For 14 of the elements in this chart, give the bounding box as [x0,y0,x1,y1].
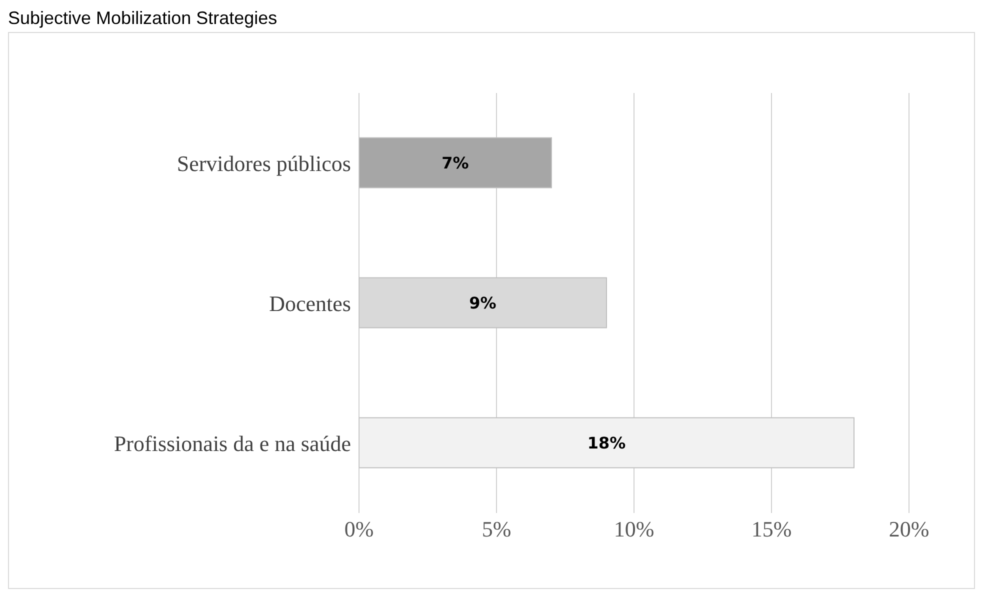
y-tick-label: Servidores públicos [176,150,351,176]
x-tick-label: 20% [888,516,930,542]
y-tick-label: Docentes [269,290,351,316]
x-tick-label: 10% [614,516,654,542]
x-tick-label: 0% [344,516,374,542]
data-label: 18% [587,433,626,452]
data-label: 7% [442,153,469,172]
bar [359,137,552,188]
x-tick-label: 15% [751,516,792,542]
text: Subjective Mobilization Strategies [8,8,278,30]
data-label: 9% [469,293,496,312]
y-tick-label: Profissionais da e na saúde [114,430,351,456]
x-tick-label: 5% [482,516,512,542]
bar [359,417,854,468]
